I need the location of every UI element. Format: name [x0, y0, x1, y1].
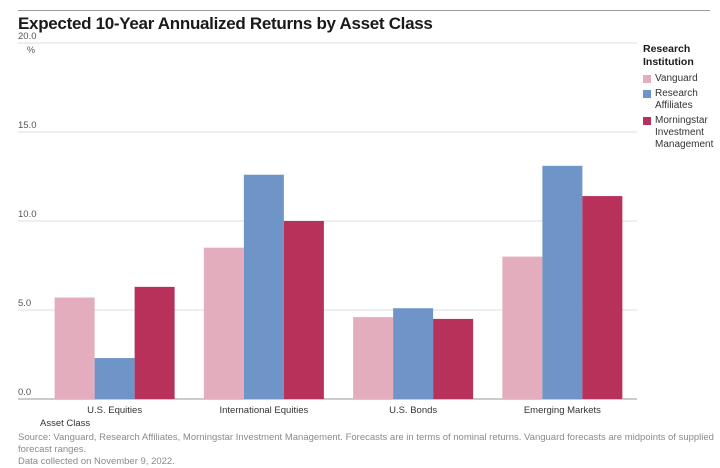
bar-morningstar-investment-management-1: [283, 221, 324, 399]
y-axis-unit: %: [27, 45, 35, 55]
bar-research-affiliates-3: [542, 165, 583, 399]
x-axis-title: Asset Class: [40, 418, 90, 429]
source-line-1: Source: Vanguard, Research Affiliates, M…: [18, 432, 714, 455]
x-tick-label: U.S. Equities: [87, 405, 142, 416]
source-line-2: Data collected on November 9, 2022.: [18, 456, 175, 467]
bar-vanguard-1: [203, 247, 244, 399]
legend-label-research-affiliates: Research Affiliates: [655, 88, 698, 111]
legend-label-morningstar: Morningstar Investment Management: [655, 115, 714, 150]
legend-item-research-affiliates: Research Affiliates: [643, 88, 718, 112]
bar-morningstar-investment-management-3: [582, 196, 623, 399]
bar-vanguard-2: [353, 317, 394, 399]
top-rule: [18, 10, 710, 11]
bar-vanguard-0: [54, 297, 95, 399]
legend-swatch-morningstar: [643, 117, 651, 125]
legend: Research Institution Vanguard Research A…: [643, 43, 718, 154]
bar-research-affiliates-1: [243, 174, 284, 399]
legend-swatch-vanguard: [643, 75, 651, 83]
bar-morningstar-investment-management-0: [134, 286, 175, 399]
bar-morningstar-investment-management-2: [433, 318, 474, 399]
x-tick-label: International Equities: [220, 405, 309, 416]
y-tick-label: 10.0: [18, 209, 37, 220]
bar-vanguard-3: [502, 256, 543, 399]
legend-swatch-research-affiliates: [643, 90, 651, 98]
source-note: Source: Vanguard, Research Affiliates, M…: [18, 432, 718, 468]
legend-title: Research Institution: [643, 43, 718, 69]
legend-title-line2: Institution: [643, 56, 694, 68]
bar-research-affiliates-0: [94, 358, 135, 399]
x-tick-label: Emerging Markets: [524, 405, 601, 416]
y-tick-label: 0.0: [18, 387, 31, 398]
legend-label-vanguard: Vanguard: [655, 73, 698, 84]
x-tick-label: U.S. Bonds: [389, 405, 437, 416]
legend-item-morningstar: Morningstar Investment Management: [643, 115, 718, 151]
y-tick-label: 20.0: [18, 31, 37, 42]
legend-title-line1: Research: [643, 43, 691, 55]
chart-title: Expected 10-Year Annualized Returns by A…: [18, 14, 433, 33]
legend-item-vanguard: Vanguard: [643, 73, 718, 85]
y-tick-label: 15.0: [18, 120, 37, 131]
bar-research-affiliates-2: [393, 308, 434, 399]
y-tick-label: 5.0: [18, 298, 31, 309]
